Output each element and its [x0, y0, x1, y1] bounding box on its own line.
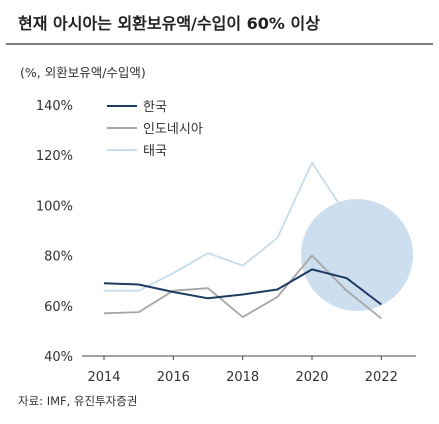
y-tick-label: 100%	[36, 199, 73, 214]
chart-title: 현재 아시아는 외환보유액/수입이 60% 이상	[18, 14, 320, 33]
highlight-circle	[301, 199, 413, 311]
y-tick-label: 120%	[36, 149, 73, 164]
y-tick-label: 80%	[44, 250, 73, 265]
series-lines	[103, 161, 383, 320]
y-tick-label: 40%	[44, 350, 73, 365]
x-tick-label: 2018	[226, 370, 259, 385]
x-ticks: 2014 2016 2018 2020 2022	[87, 356, 398, 385]
y-tick-label: 140%	[36, 99, 73, 114]
x-tick-label: 2022	[365, 370, 398, 385]
y-axis-label: (%, 외환보유액/수입액)	[20, 65, 146, 80]
legend-label: 한국	[143, 100, 167, 115]
x-tick-label: 2020	[295, 370, 328, 385]
legend-label: 인도네시아	[143, 122, 203, 137]
series-line-3	[104, 161, 383, 292]
legend-label: 태국	[143, 144, 167, 159]
x-tick-label: 2016	[157, 370, 190, 385]
y-tick-label: 60%	[44, 300, 73, 315]
x-tick-label: 2014	[87, 370, 120, 385]
y-ticks: 40% 60% 80% 100% 120% 140%	[36, 99, 73, 365]
series-line-1	[103, 268, 382, 306]
series-line-2	[103, 254, 382, 320]
source-note: 자료: IMF, 유진투자증권	[18, 394, 137, 408]
